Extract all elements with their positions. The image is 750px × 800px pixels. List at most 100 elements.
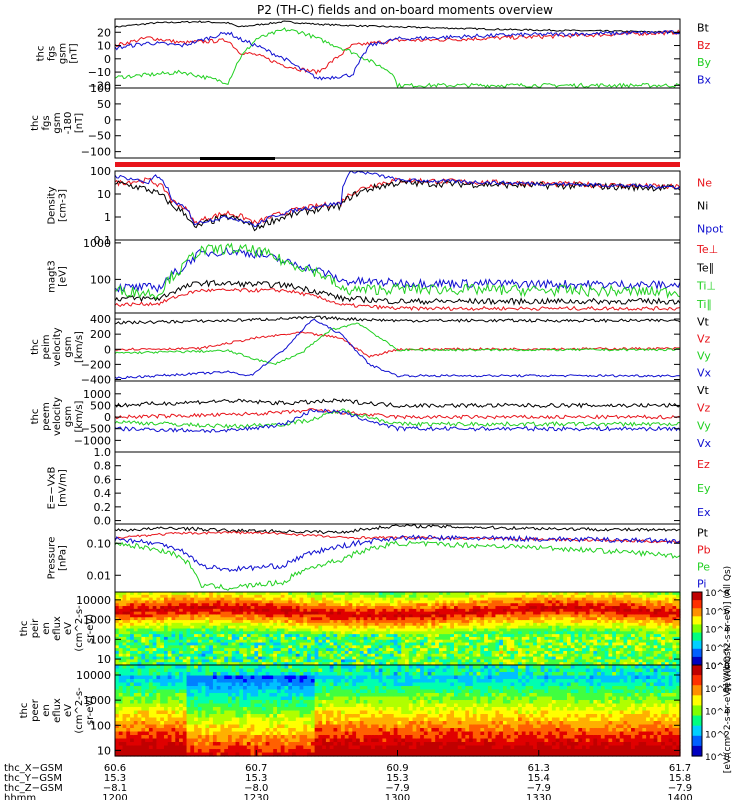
spectrogram-cell	[209, 721, 214, 726]
spectrogram-cell	[536, 639, 542, 644]
spectrogram-cell	[137, 749, 142, 754]
spectrogram-cell	[352, 642, 357, 646]
spectrogram-cell	[672, 592, 677, 596]
spectrogram-cell	[540, 628, 545, 632]
spectrogram-cell	[190, 639, 195, 644]
spectrogram-cell	[228, 653, 233, 658]
spectrogram-cell	[246, 645, 252, 649]
series-line-Vy	[114, 408, 681, 429]
spectrogram-cell	[642, 650, 647, 655]
spectrogram-cell	[126, 728, 131, 733]
spectrogram-cell	[416, 600, 421, 604]
spectrogram-cell	[292, 594, 297, 599]
spectrogram-cell	[148, 665, 154, 670]
spectrogram-cell	[194, 611, 199, 616]
spectrogram-cell	[487, 620, 493, 624]
spectrogram-cell	[329, 606, 335, 610]
spectrogram-cell	[506, 639, 512, 644]
spectrogram-cell	[133, 614, 139, 618]
spectrogram-cell	[589, 659, 594, 663]
spectrogram-cell	[356, 603, 361, 607]
legend-label-Te∥: Te∥	[696, 261, 714, 274]
spectrogram-cell	[506, 625, 512, 630]
spectrogram-cell	[582, 606, 587, 610]
spectrogram-cell	[250, 636, 255, 641]
spectrogram-cell	[152, 693, 158, 698]
spectrogram-cell	[145, 675, 150, 680]
spectrogram-cell	[265, 634, 271, 638]
spectrogram-cell	[318, 614, 323, 618]
spectrogram-cell	[265, 622, 271, 627]
spectrogram-cell	[382, 606, 387, 610]
spectrogram-cell	[510, 634, 515, 638]
spectrogram-cell	[145, 749, 150, 754]
spectrogram-cell	[405, 592, 410, 596]
spectrogram-cell	[299, 628, 304, 632]
spectrogram-cell	[344, 608, 350, 613]
spectrogram-cell	[661, 625, 666, 630]
spectrogram-cell	[224, 675, 229, 680]
spectrogram-cell	[548, 631, 553, 635]
spectrogram-cell	[182, 731, 188, 736]
spectrogram-cell	[386, 622, 391, 627]
spectrogram-cell	[182, 653, 188, 658]
spectrogram-cell	[216, 707, 222, 712]
spectrogram-cell	[567, 606, 572, 610]
spectrogram-cell	[397, 606, 402, 610]
spectrogram-cell	[186, 749, 191, 754]
spectrogram-cell	[145, 639, 150, 644]
spectrogram-cell	[182, 745, 188, 750]
spectrogram-cell	[325, 603, 331, 607]
spectrogram-cell	[171, 728, 176, 733]
spectrogram-cell	[201, 594, 206, 599]
spectrogram-cell	[476, 653, 481, 658]
spectrogram-cell	[118, 639, 124, 644]
spectrogram-cell	[393, 653, 399, 658]
spectrogram-cell	[450, 659, 455, 663]
spectrogram-cell	[220, 752, 225, 757]
spectrogram-cell	[224, 686, 229, 691]
spectrogram-cell	[631, 659, 636, 663]
spectrogram-cell	[378, 622, 384, 627]
spectrogram-cell	[646, 622, 651, 627]
spectrogram-cell	[465, 592, 470, 596]
spectrogram-cell	[265, 659, 271, 663]
spectrogram-cell	[152, 642, 158, 646]
spectrogram-cell	[126, 703, 131, 708]
spectrogram-cell	[461, 592, 466, 596]
spectrogram-cell	[563, 636, 568, 641]
spectrogram-cell	[190, 665, 195, 670]
spectrogram-cell	[529, 650, 534, 655]
spectrogram-cell	[646, 614, 651, 618]
spectrogram-cell	[122, 710, 127, 715]
spectrogram-cell	[231, 634, 237, 638]
spectrogram-cell	[341, 631, 346, 635]
spectrogram-cell	[167, 628, 173, 632]
spectrogram-cell	[574, 600, 579, 604]
spectrogram-cell	[472, 625, 478, 630]
spectrogram-cell	[589, 636, 594, 641]
spectrogram-cell	[284, 597, 289, 602]
spectrogram-cell	[356, 631, 361, 635]
y-tick-label: 0	[104, 114, 111, 127]
spectrogram-cell	[333, 620, 338, 624]
spectrogram-cell	[457, 636, 463, 641]
spectrogram-cell	[209, 745, 214, 750]
spectrogram-cell	[133, 634, 139, 638]
spectrogram-cell	[597, 659, 602, 663]
spectrogram-cell	[322, 597, 327, 602]
spectrogram-cell	[160, 693, 165, 698]
spectrogram-cell	[235, 703, 240, 708]
spectrogram-cell	[258, 662, 263, 666]
y-axis-label-line: thc	[36, 46, 47, 62]
spectrogram-cell	[145, 665, 150, 670]
spectrogram-cell	[401, 622, 406, 627]
spectrogram-cell	[638, 597, 643, 602]
spectrogram-cell	[551, 631, 557, 635]
spectrogram-cell	[205, 603, 210, 607]
spectrogram-cell	[600, 611, 606, 616]
spectrogram-cell	[506, 620, 512, 624]
spectrogram-cell	[615, 636, 621, 641]
spectrogram-cell	[288, 620, 293, 624]
spectrogram-cell	[318, 659, 323, 663]
